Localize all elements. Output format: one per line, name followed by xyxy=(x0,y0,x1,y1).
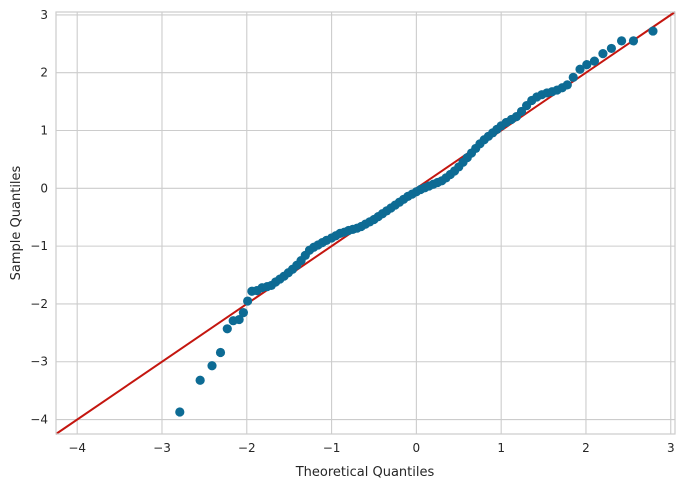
data-points xyxy=(175,26,658,417)
data-point xyxy=(568,72,578,82)
x-tick-label: −3 xyxy=(153,441,171,455)
y-tick-label: 0 xyxy=(40,181,48,195)
data-point xyxy=(575,64,585,74)
x-tick-label: 0 xyxy=(413,441,421,455)
data-point xyxy=(589,56,600,66)
x-tick-label: 1 xyxy=(497,441,505,455)
plot-frame xyxy=(55,11,676,435)
x-tick-label: 3 xyxy=(667,441,675,455)
y-tick-label: −1 xyxy=(30,239,48,253)
x-tick-label: −1 xyxy=(323,441,341,455)
x-tick-label: −2 xyxy=(238,441,256,455)
x-tick-label: 2 xyxy=(582,441,590,455)
data-point xyxy=(195,375,205,385)
data-point xyxy=(243,296,253,306)
x-tick-labels: −4 −3 −2 −1 0 1 2 3 xyxy=(68,441,674,455)
data-point xyxy=(582,60,592,70)
data-point xyxy=(207,361,217,371)
y-axis-label: Sample Quantiles xyxy=(9,165,24,280)
data-point xyxy=(606,43,617,54)
data-point xyxy=(598,49,608,59)
data-point xyxy=(616,36,627,46)
data-point xyxy=(215,347,226,358)
data-point xyxy=(222,324,232,334)
data-point xyxy=(238,308,248,318)
y-tick-label: −3 xyxy=(30,355,48,369)
data-point xyxy=(234,314,244,325)
data-point xyxy=(648,26,658,36)
grid-lines xyxy=(56,12,675,434)
data-point xyxy=(628,36,639,46)
x-tick-label: −4 xyxy=(68,441,86,455)
data-point xyxy=(175,407,185,417)
y-tick-label: −2 xyxy=(30,297,48,311)
y-tick-label: 1 xyxy=(40,124,48,138)
y-tick-label: 3 xyxy=(40,8,48,22)
y-tick-labels: −4 −3 −2 −1 0 1 2 3 xyxy=(30,8,48,427)
x-axis-label: Theoretical Quantiles xyxy=(295,465,435,480)
data-point xyxy=(562,80,572,90)
y-tick-label: −4 xyxy=(30,413,48,427)
y-tick-label: 2 xyxy=(40,66,48,80)
